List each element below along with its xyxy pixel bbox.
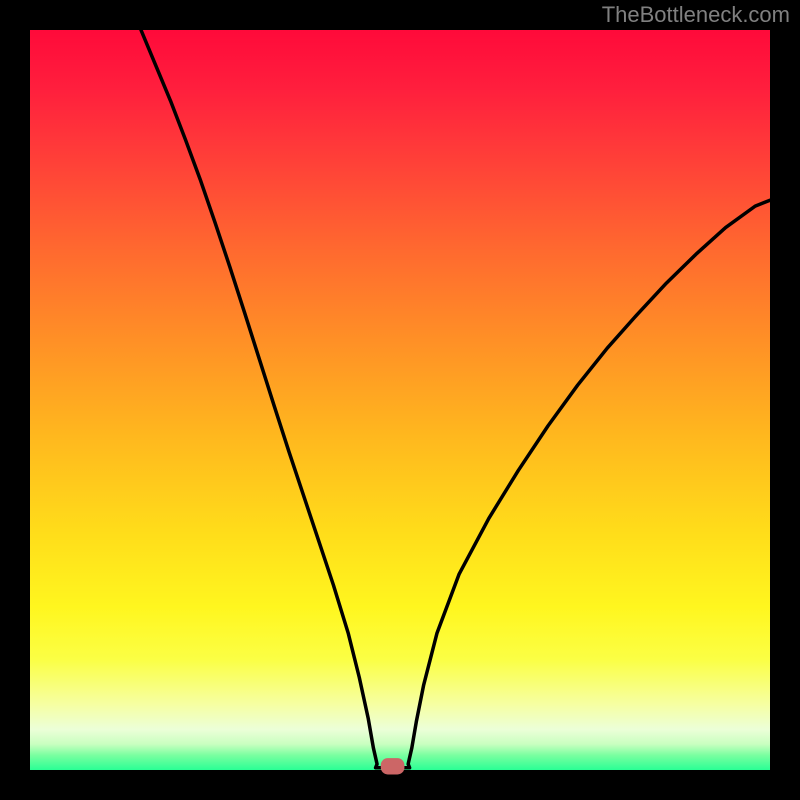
attribution-text: TheBottleneck.com <box>602 2 790 28</box>
gradient-background <box>30 30 770 770</box>
valley-marker <box>381 758 405 774</box>
bottleneck-chart <box>0 0 800 800</box>
